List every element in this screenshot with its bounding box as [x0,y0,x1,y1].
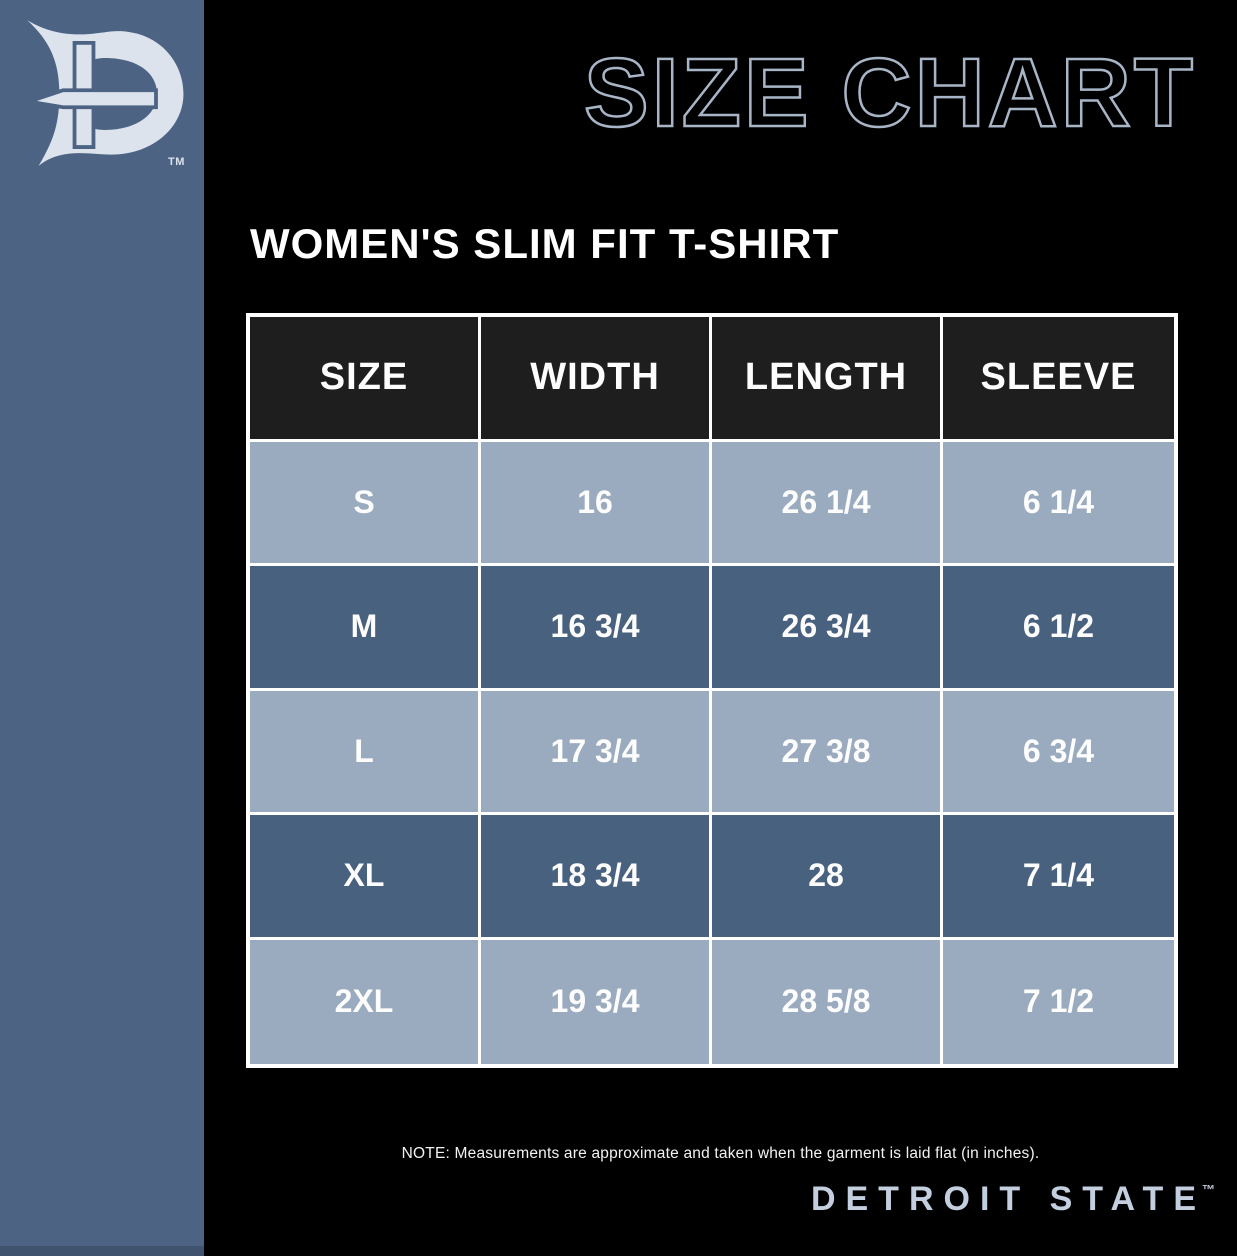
measurement-note: NOTE: Measurements are approximate and t… [401,1145,1040,1162]
column-header-length: LENGTH [712,317,943,442]
table-cell-length: 26 3/4 [712,566,943,691]
table-cell-sleeve: 7 1/2 [943,939,1174,1064]
brand-trademark: ™ [1202,1182,1215,1197]
size-chart-headline-text: SIZE CHART [584,38,1196,147]
column-header-width: WIDTH [481,317,712,442]
table-cell-length: 28 [712,815,943,940]
logo-trademark: TM [168,156,185,168]
detroit-state-d-logo: TM [12,14,192,174]
brand-wordmark: DETROIT STATE™ [811,1180,1215,1219]
product-title: WOMEN'S SLIM FIT T-SHIRT [250,220,840,267]
size-chart-headline: SIZE CHART [555,32,1225,149]
table-cell-width: 16 3/4 [481,566,712,691]
brand-text: DETROIT STATE [810,1180,1206,1218]
table-cell-size: XL [250,815,481,940]
sidebar: TM [0,0,204,1256]
table-cell-size: M [250,566,481,691]
table-cell-width: 17 3/4 [481,690,712,815]
table-cell-sleeve: 7 1/4 [943,815,1174,940]
table-cell-size: S [250,441,481,566]
table-cell-width: 19 3/4 [481,939,712,1064]
table-cell-width: 18 3/4 [481,815,712,940]
table-cell-length: 26 1/4 [712,441,943,566]
table-cell-sleeve: 6 1/2 [943,566,1174,691]
table-cell-size: 2XL [250,939,481,1064]
table-cell-size: L [250,690,481,815]
d-monogram-icon [27,20,184,167]
column-header-sleeve: SLEEVE [943,317,1174,442]
column-header-size: SIZE [250,317,481,442]
size-table: SIZE WIDTH LENGTH SLEEVE S 16 26 1/4 6 1… [246,313,1178,1068]
table-cell-length: 28 5/8 [712,939,943,1064]
table-cell-sleeve: 6 1/4 [943,441,1174,566]
table-cell-sleeve: 6 3/4 [943,690,1174,815]
table-cell-length: 27 3/8 [712,690,943,815]
table-cell-width: 16 [481,441,712,566]
